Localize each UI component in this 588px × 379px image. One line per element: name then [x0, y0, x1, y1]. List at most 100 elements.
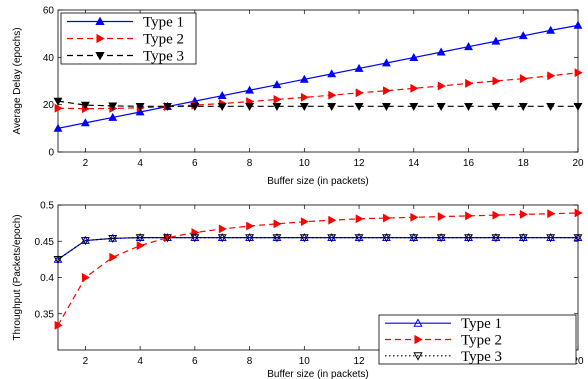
data-point [108, 102, 118, 111]
series-line [57, 24, 579, 129]
y-axis-label: Average Delay (epochs) [12, 27, 23, 134]
y-tick-label: 20 [43, 100, 55, 111]
data-point [437, 212, 446, 222]
data-point [300, 217, 309, 227]
data-point [354, 102, 364, 111]
chart-panel-1: 2 4 6 8 10 12 14 16 18 20 0 20 40 60 Buffer size (in p… [12, 6, 584, 188]
data-point [217, 102, 227, 111]
data-point [518, 102, 528, 111]
x-tick-label: 16 [463, 158, 475, 169]
x-tick-label: 6 [192, 158, 198, 169]
data-point [327, 234, 337, 243]
x-tick-label: 18 [518, 158, 530, 169]
data-point [383, 213, 392, 223]
data-point [436, 102, 446, 111]
x-tick-label: 4 [137, 158, 143, 169]
y-tick-label: 0.4 [40, 273, 54, 284]
data-point [217, 91, 227, 100]
data-point [54, 320, 63, 330]
legend-marker [96, 33, 105, 44]
data-point [81, 273, 90, 282]
data-point [354, 234, 364, 243]
x-tick-label: 20 [572, 158, 584, 169]
data-point [136, 241, 145, 251]
data-point [300, 92, 309, 102]
data-point [272, 102, 282, 111]
legend-label: Type 3 [143, 49, 184, 65]
data-point [217, 234, 227, 243]
data-point [328, 90, 337, 100]
data-point [492, 210, 501, 220]
data-point [491, 36, 501, 45]
x-tick-label: 10 [299, 158, 311, 169]
data-point [190, 102, 200, 111]
legend-marker [95, 51, 105, 61]
data-point [381, 234, 391, 243]
data-point [53, 255, 63, 265]
legend-marker [95, 16, 105, 26]
x-tick-label: 8 [247, 158, 253, 169]
data-point [273, 95, 282, 104]
data-point [109, 252, 118, 262]
data-point [465, 211, 474, 221]
data-point [491, 234, 501, 243]
data-point [381, 102, 391, 111]
data-point [547, 71, 556, 81]
legend-marker [413, 352, 423, 361]
data-point [546, 234, 556, 243]
data-point [381, 58, 391, 67]
series-type-3 [53, 97, 583, 111]
data-point [436, 234, 446, 243]
series-type-2 [54, 68, 583, 114]
data-point [108, 112, 118, 121]
data-point [299, 74, 309, 83]
data-point [518, 234, 528, 243]
legend-label: Type 1 [143, 15, 184, 31]
data-point [163, 234, 172, 243]
data-point [436, 47, 446, 56]
data-point [245, 85, 255, 94]
legend-marker [414, 334, 423, 345]
data-point [245, 102, 255, 111]
data-point [464, 234, 473, 243]
data-point [80, 118, 90, 127]
y-tick-label: 60 [43, 6, 55, 17]
data-point [519, 74, 528, 84]
data-point [574, 208, 583, 218]
data-point [574, 68, 583, 78]
data-point [135, 102, 145, 111]
legend-label: Type 1 [461, 316, 502, 332]
series-line [57, 72, 579, 110]
data-point [519, 209, 528, 219]
data-point [245, 234, 255, 243]
x-tick-label: 8 [247, 356, 253, 367]
x-tick-label: 10 [299, 356, 311, 367]
data-point [573, 102, 583, 111]
data-point [409, 52, 419, 61]
y-axis-label: Throughput (Packets/epoch) [12, 214, 23, 340]
data-point [328, 215, 337, 225]
data-point [383, 86, 392, 96]
data-point [465, 78, 474, 88]
legend-label: Type 2 [143, 32, 184, 48]
data-point [410, 83, 419, 93]
data-point [272, 234, 282, 243]
data-point [491, 102, 501, 111]
data-point [53, 123, 63, 132]
x-tick-label: 12 [353, 158, 365, 169]
data-point [518, 31, 528, 40]
y-tick-label: 40 [43, 53, 55, 64]
data-point [355, 214, 364, 224]
x-tick-label: 2 [83, 158, 89, 169]
legend-label: Type 3 [461, 349, 502, 365]
y-tick-label: 0.5 [40, 201, 54, 212]
data-point [299, 234, 309, 243]
data-point [108, 234, 118, 243]
data-point [464, 42, 473, 51]
data-point [218, 224, 227, 234]
y-tick-label: 0 [48, 148, 54, 159]
data-point [464, 102, 473, 111]
